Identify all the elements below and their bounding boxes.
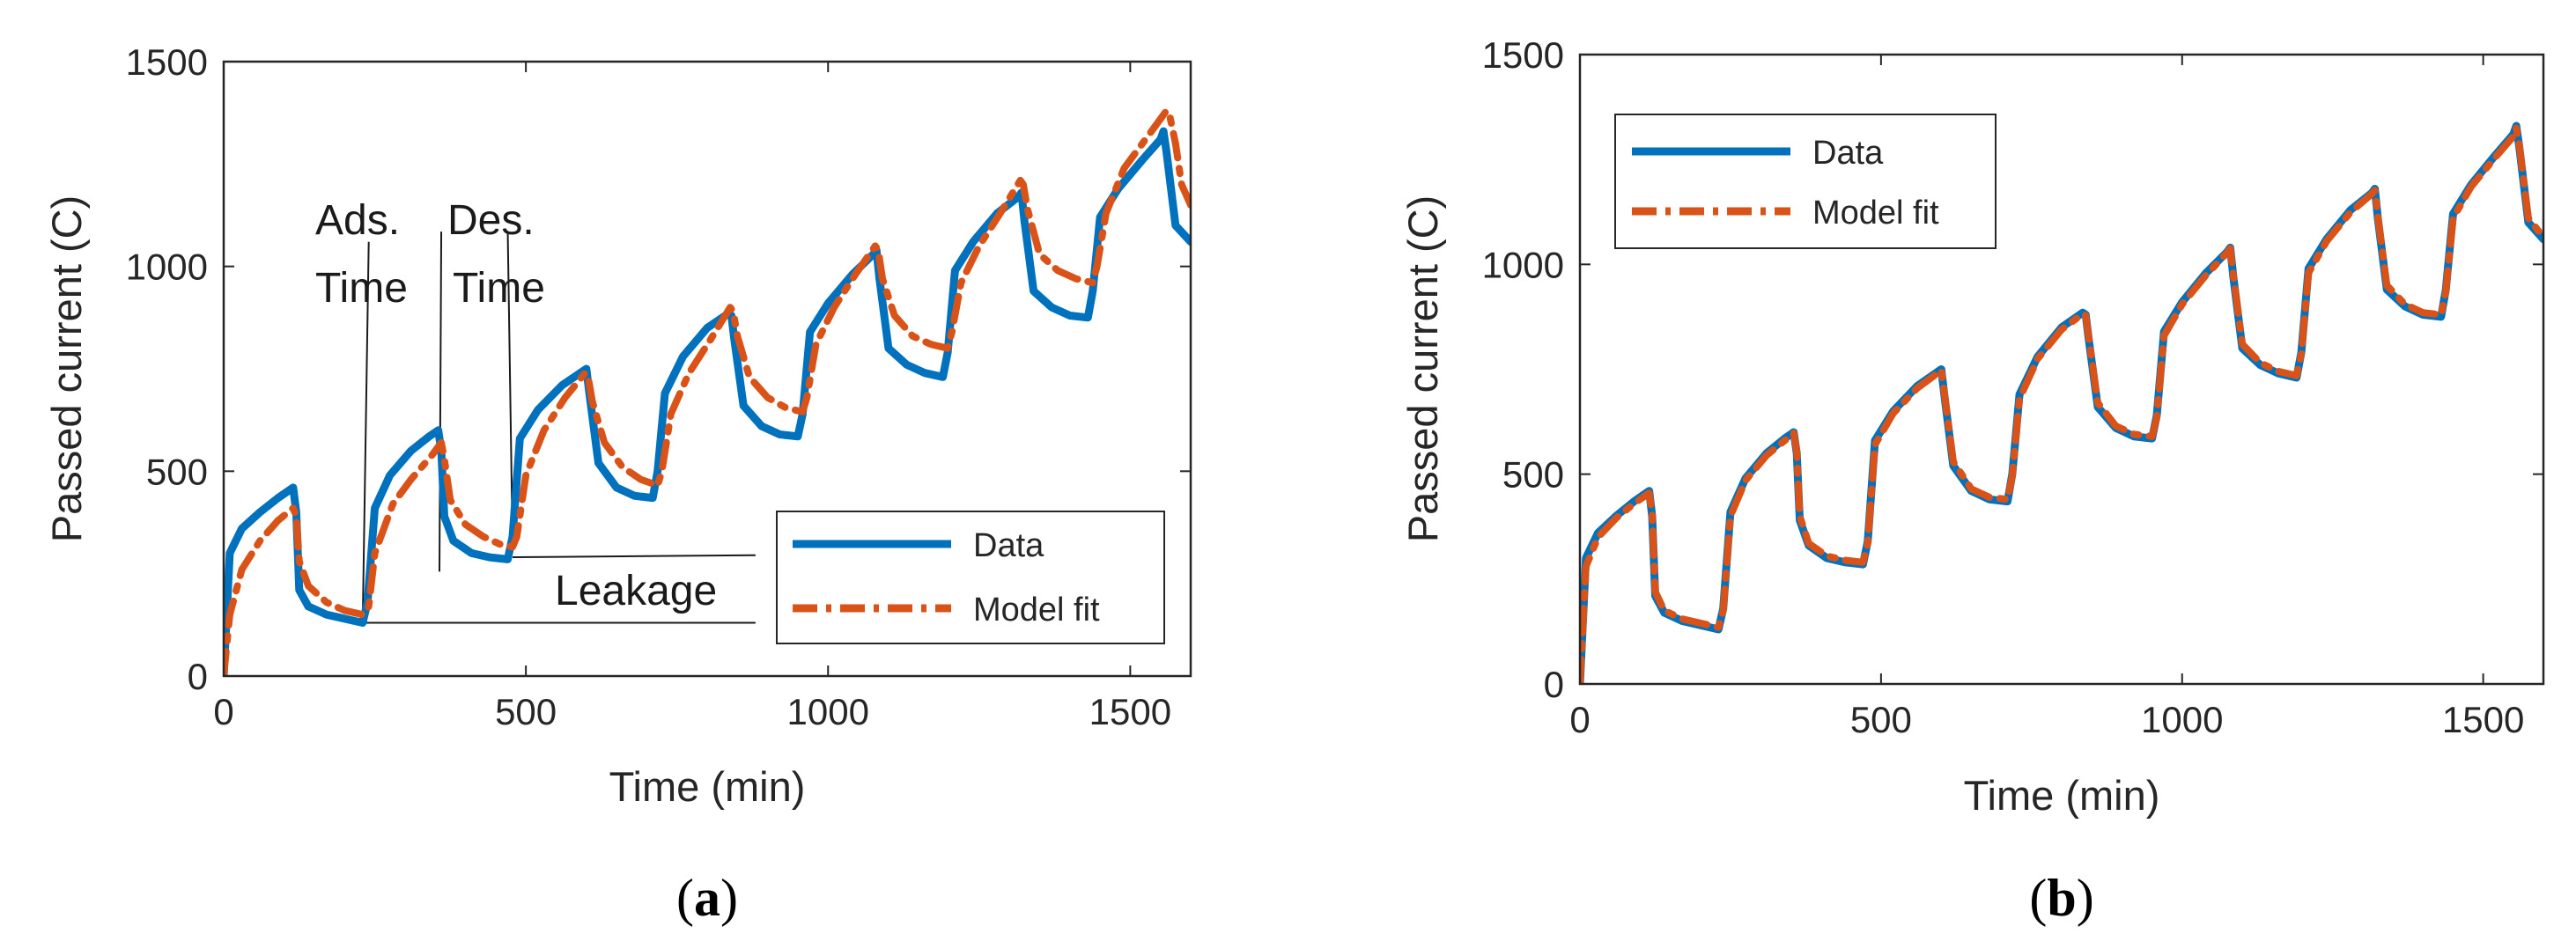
chart-a-series-data [224,127,1191,676]
chart-b-ytick-label: 500 [1502,454,1564,496]
chart-a-ytick-label: 500 [146,451,208,492]
chart-b-legend: Data Model fit [1614,114,1997,249]
chart-a-ticks: 0 500 1000 1500 0 500 1000 1500 [126,41,1191,732]
chart-b-xtick-label: 0 [1569,699,1590,740]
chart-b-xlabel: Time (min) [1964,772,2160,819]
chart-a-panel-label: (a) [676,869,738,927]
chart-a-series [224,107,1191,676]
chart-a-xtick-label: 1500 [1089,691,1171,732]
chart-a-legend: Data Model fit [776,511,1165,644]
chart-b-xtick-label: 500 [1850,699,1912,740]
chart-b-legend-model-label: Model fit [1812,195,1939,232]
chart-a-ads-time-leader [361,241,370,623]
chart-a-xtick-label: 1000 [787,691,869,732]
chart-a-ads-time-leader-2 [438,232,443,572]
chart-a-leakage-leader-upper [513,554,756,559]
chart-a-series-model-fit [224,107,1191,676]
chart-a-xtick-label: 500 [495,691,557,732]
chart-a-xtick-label: 0 [213,691,233,732]
chart-a-annotation-des-line1: Des. [447,197,535,244]
chart-b-panel-letter: b [2047,869,2076,927]
chart-b-ylabel: Passed current (C) [1399,195,1446,542]
chart-a: 0 500 1000 1500 0 500 1000 1500 Time (min) Pass… [43,41,1192,927]
chart-a-legend-data-label: Data [973,527,1044,564]
chart-b: 0 500 1000 1500 0 500 1000 1500 Time (min) Pass… [1399,34,2545,927]
chart-b-ytick-label: 0 [1544,664,1564,705]
chart-a-legend-model-label: Model fit [973,592,1100,629]
chart-a-legend-box [776,511,1165,644]
chart-a-ytick-label: 0 [188,656,208,697]
chart-b-legend-box [1614,114,1997,249]
chart-b-ticks: 0 500 1000 1500 0 500 1000 1500 [1482,34,2543,740]
chart-a-axes-box [222,60,1192,678]
chart-a-ytick-label: 1500 [126,41,208,83]
chart-a-xlabel: Time (min) [609,763,806,810]
chart-b-panel-label: (b) [2029,869,2093,927]
chart-a-annotation-des-line2: Time [453,265,545,312]
chart-a-annotation-ads-line1: Ads. [315,197,400,244]
chart-a-ytick-label: 1000 [126,246,208,288]
chart-b-axes-box [1578,53,2545,686]
chart-a-panel-letter: a [694,869,720,927]
chart-a-des-time-leader [506,232,514,546]
chart-b-series [1580,121,2543,684]
chart-b-xtick-label: 1000 [2141,699,2223,740]
chart-a-ylabel: Passed current (C) [43,195,90,542]
chart-a-annotation-lines [361,232,756,624]
chart-b-xtick-label: 1500 [2442,699,2524,740]
chart-a-annotation-ads-line2: Time [315,265,408,312]
chart-b-ytick-label: 1500 [1482,34,1564,76]
chart-b-series-model-fit [1580,124,2543,684]
chart-b-ytick-label: 1000 [1482,244,1564,285]
chart-b-legend-data-label: Data [1812,135,1884,172]
chart-a-annotation-leakage: Leakage [555,568,717,614]
